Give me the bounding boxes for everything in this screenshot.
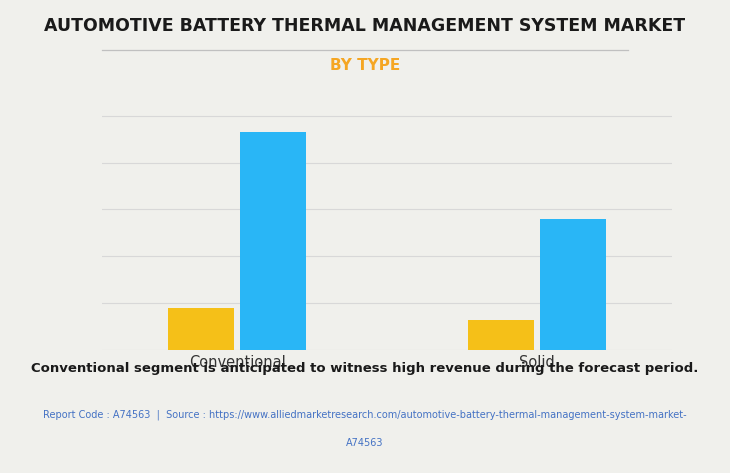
Text: Report Code : A74563  |  Source : https://www.alliedmarketresearch.com/automotiv: Report Code : A74563 | Source : https://… [43,409,687,420]
Bar [168,308,234,350]
Text: A74563: A74563 [346,438,384,447]
Bar [468,320,534,350]
Bar [240,132,306,350]
Text: Conventional segment is anticipated to witness high revenue during the forecast : Conventional segment is anticipated to w… [31,362,699,375]
Bar [539,219,606,350]
Text: BY TYPE: BY TYPE [330,58,400,73]
Text: AUTOMOTIVE BATTERY THERMAL MANAGEMENT SYSTEM MARKET: AUTOMOTIVE BATTERY THERMAL MANAGEMENT SY… [45,17,685,35]
